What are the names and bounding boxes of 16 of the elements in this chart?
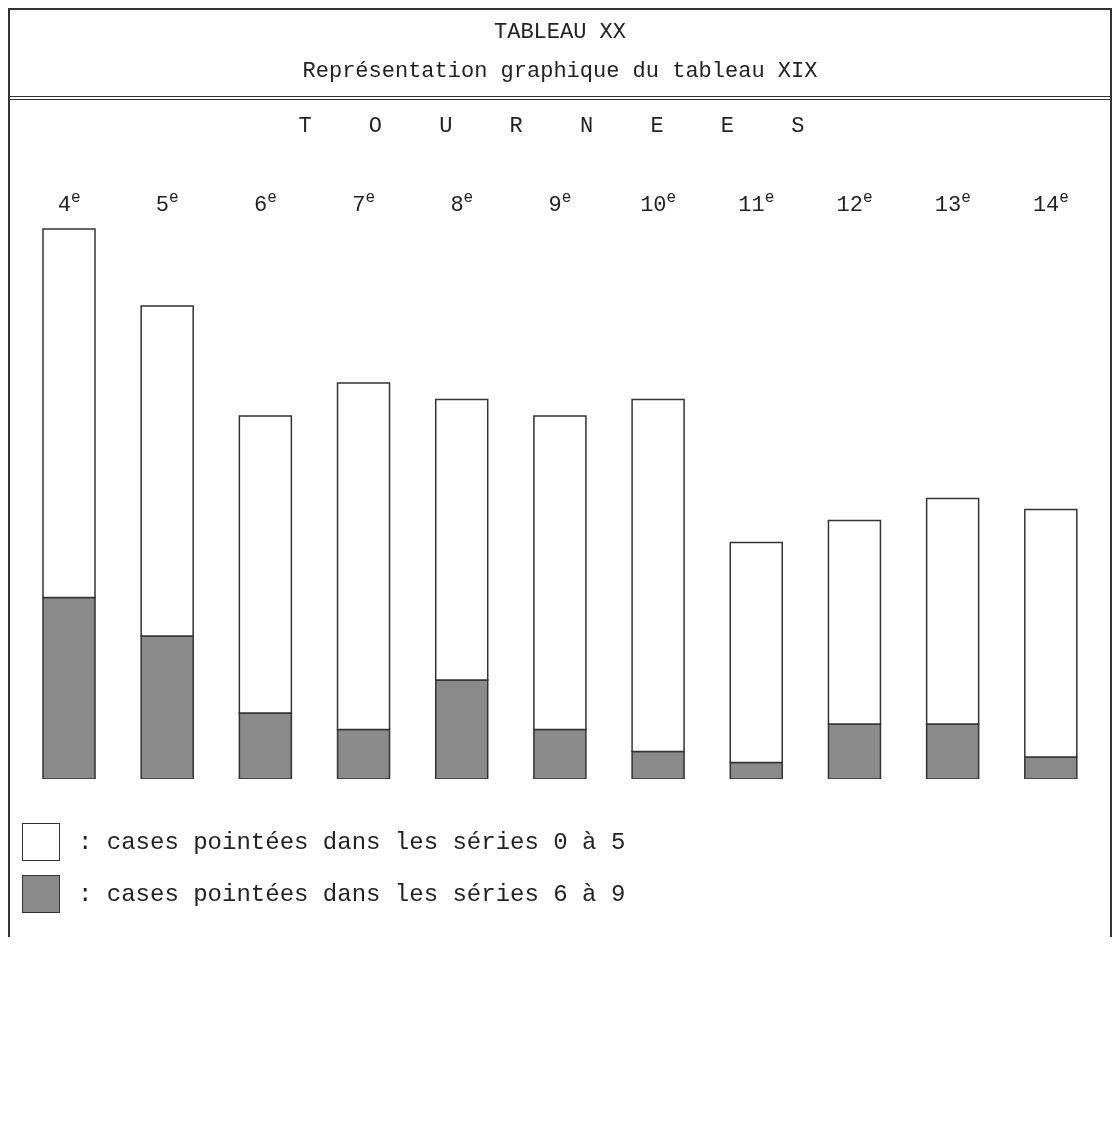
x-tick-label: 7$^{e}$ [352, 189, 376, 218]
x-tick-label: 8$^{e}$ [450, 189, 474, 218]
legend-label: : cases pointées dans les séries 0 à 5 [78, 828, 626, 856]
x-tick-label: 11$^{e}$ [738, 189, 775, 218]
x-tick-label: 12$^{e}$ [836, 189, 873, 218]
x-tick-label: 4$^{e}$ [57, 189, 81, 218]
x-tick-label: 6$^{e}$ [254, 189, 277, 218]
x-tick-label: 10$^{e}$ [640, 189, 677, 218]
x-tick-label: 5$^{e}$ [155, 189, 179, 218]
legend-label: : cases pointées dans les séries 6 à 9 [78, 880, 626, 908]
x-tick-label: 13$^{e}$ [934, 189, 971, 218]
x-tick-label: 9$^{e}$ [548, 189, 572, 218]
chart-title: TABLEAU XX [493, 20, 627, 45]
chart-subtitle: Représentation graphique du tableau XIX [301, 59, 819, 84]
x-tick-label: 14$^{e}$ [1032, 189, 1069, 218]
x-axis-title: TOURNEES [297, 113, 863, 139]
